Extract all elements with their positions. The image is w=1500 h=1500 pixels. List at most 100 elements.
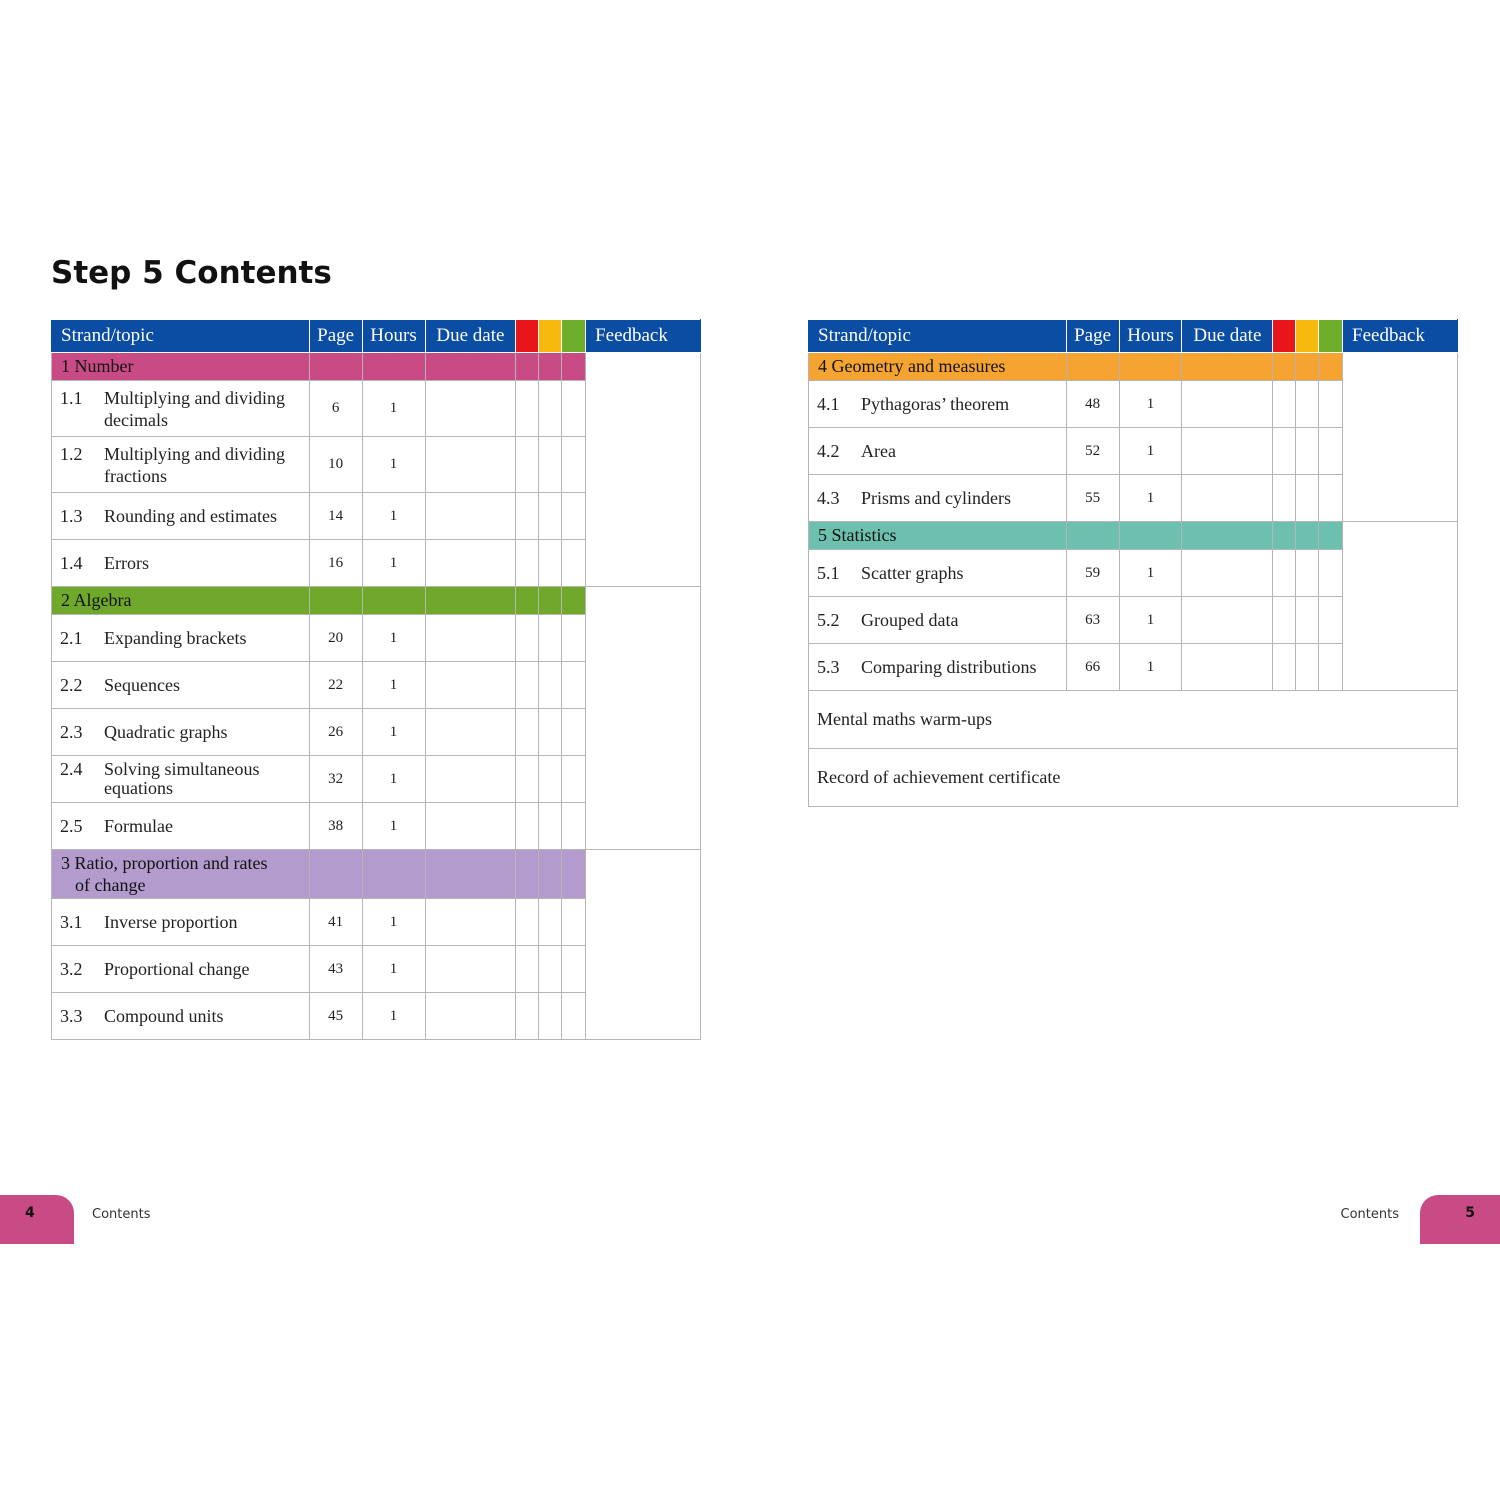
section-label: 3 Ratio, proportion and rates of change	[51, 849, 310, 899]
due-date-cell[interactable]	[1181, 596, 1274, 644]
rag-green-cell[interactable]	[1318, 549, 1344, 597]
rag-amber-cell[interactable]	[538, 614, 563, 662]
rag-green-cell[interactable]	[561, 539, 587, 587]
rag-red-cell[interactable]	[1272, 427, 1297, 475]
page-number: 59	[1065, 549, 1120, 597]
table-row: 2.3 Quadratic graphs 26 1	[51, 708, 701, 756]
rag-red-cell[interactable]	[1272, 549, 1297, 597]
rag-amber-cell[interactable]	[1295, 427, 1320, 475]
rag-amber-cell[interactable]	[538, 708, 563, 756]
rag-amber-cell[interactable]	[1295, 380, 1320, 428]
rag-amber-cell[interactable]	[538, 945, 563, 993]
hours-value: 1	[361, 380, 426, 437]
page-number: 22	[308, 661, 363, 709]
due-date-cell[interactable]	[424, 708, 517, 756]
rag-green-cell[interactable]	[561, 492, 587, 540]
page-number-tab-right: 5	[1420, 1195, 1500, 1244]
rag-red-cell[interactable]	[515, 492, 540, 540]
rag-red-cell[interactable]	[515, 380, 540, 437]
rag-red-cell[interactable]	[1272, 474, 1297, 522]
table-header-row: Strand/topic Page Hours Due date Feedbac…	[808, 319, 1458, 353]
rag-amber-cell[interactable]	[538, 436, 563, 493]
due-date-cell[interactable]	[1181, 474, 1274, 522]
rag-red-cell[interactable]	[1272, 380, 1297, 428]
rag-green-cell[interactable]	[1318, 380, 1344, 428]
rag-red-cell[interactable]	[515, 802, 540, 850]
due-date-cell[interactable]	[424, 802, 517, 850]
due-date-cell[interactable]	[424, 661, 517, 709]
rag-red-cell[interactable]	[1272, 596, 1297, 644]
header-due-date: Due date	[1181, 319, 1274, 353]
rag-green-cell[interactable]	[1318, 596, 1344, 644]
page-title: Step 5 Contents	[51, 255, 332, 291]
rag-amber-cell[interactable]	[1295, 549, 1320, 597]
rag-green-cell[interactable]	[561, 614, 587, 662]
rag-amber-cell[interactable]	[538, 802, 563, 850]
due-date-cell[interactable]	[424, 898, 517, 946]
rag-green-swatch	[1318, 319, 1344, 353]
extra-row-certificate: Record of achievement certificate	[808, 748, 1458, 807]
rag-red-cell[interactable]	[515, 992, 540, 1040]
feedback-box[interactable]	[585, 352, 701, 587]
footer-label-left: Contents	[92, 1207, 151, 1222]
rag-amber-cell[interactable]	[538, 492, 563, 540]
rag-green-cell[interactable]	[561, 802, 587, 850]
rag-green-cell[interactable]	[1318, 474, 1344, 522]
rag-green-cell[interactable]	[561, 708, 587, 756]
rag-red-cell[interactable]	[515, 436, 540, 493]
page-number: 6	[308, 380, 363, 437]
due-date-cell[interactable]	[424, 380, 517, 437]
rag-green-swatch	[561, 319, 587, 353]
rag-green-cell[interactable]	[561, 898, 587, 946]
rag-amber-cell[interactable]	[538, 992, 563, 1040]
rag-green-cell[interactable]	[561, 992, 587, 1040]
rag-red-swatch	[1272, 319, 1297, 353]
header-page: Page	[1065, 319, 1120, 353]
rag-red-cell[interactable]	[515, 661, 540, 709]
rag-red-cell[interactable]	[515, 708, 540, 756]
rag-red-cell[interactable]	[515, 898, 540, 946]
feedback-box[interactable]	[585, 586, 701, 850]
rag-red-cell[interactable]	[515, 614, 540, 662]
rag-amber-cell[interactable]	[538, 539, 563, 587]
rag-amber-cell[interactable]	[538, 898, 563, 946]
rag-amber-cell[interactable]	[538, 380, 563, 437]
rag-amber-cell[interactable]	[538, 661, 563, 709]
due-date-cell[interactable]	[1181, 549, 1274, 597]
due-date-cell[interactable]	[424, 436, 517, 493]
due-date-cell[interactable]	[424, 539, 517, 587]
due-date-cell[interactable]	[1181, 380, 1274, 428]
due-date-cell[interactable]	[1181, 427, 1274, 475]
rag-amber-cell[interactable]	[538, 755, 563, 803]
rag-green-cell[interactable]	[1318, 427, 1344, 475]
hours-value: 1	[361, 539, 426, 587]
rag-red-cell[interactable]	[515, 945, 540, 993]
feedback-box[interactable]	[585, 849, 701, 1040]
due-date-cell[interactable]	[424, 755, 517, 803]
rag-green-cell[interactable]	[561, 436, 587, 493]
due-date-cell[interactable]	[424, 492, 517, 540]
page-number-tab-left: 4	[0, 1195, 74, 1244]
table-row: 4.1 Pythagoras’ theorem 48 1	[808, 380, 1458, 428]
page-number: 48	[1065, 380, 1120, 428]
rag-red-cell[interactable]	[515, 539, 540, 587]
rag-amber-cell[interactable]	[1295, 596, 1320, 644]
feedback-box[interactable]	[1342, 352, 1458, 522]
table-header-row: Strand/topic Page Hours Due date Feedbac…	[51, 319, 701, 353]
rag-green-cell[interactable]	[1318, 643, 1344, 691]
due-date-cell[interactable]	[424, 614, 517, 662]
rag-green-cell[interactable]	[561, 755, 587, 803]
rag-green-cell[interactable]	[561, 661, 587, 709]
feedback-box[interactable]	[1342, 521, 1458, 691]
page-number: 55	[1065, 474, 1120, 522]
hours-value: 1	[1118, 474, 1183, 522]
rag-green-cell[interactable]	[561, 945, 587, 993]
rag-red-cell[interactable]	[515, 755, 540, 803]
due-date-cell[interactable]	[424, 992, 517, 1040]
rag-amber-cell[interactable]	[1295, 474, 1320, 522]
due-date-cell[interactable]	[1181, 643, 1274, 691]
rag-green-cell[interactable]	[561, 380, 587, 437]
rag-amber-cell[interactable]	[1295, 643, 1320, 691]
due-date-cell[interactable]	[424, 945, 517, 993]
rag-red-cell[interactable]	[1272, 643, 1297, 691]
